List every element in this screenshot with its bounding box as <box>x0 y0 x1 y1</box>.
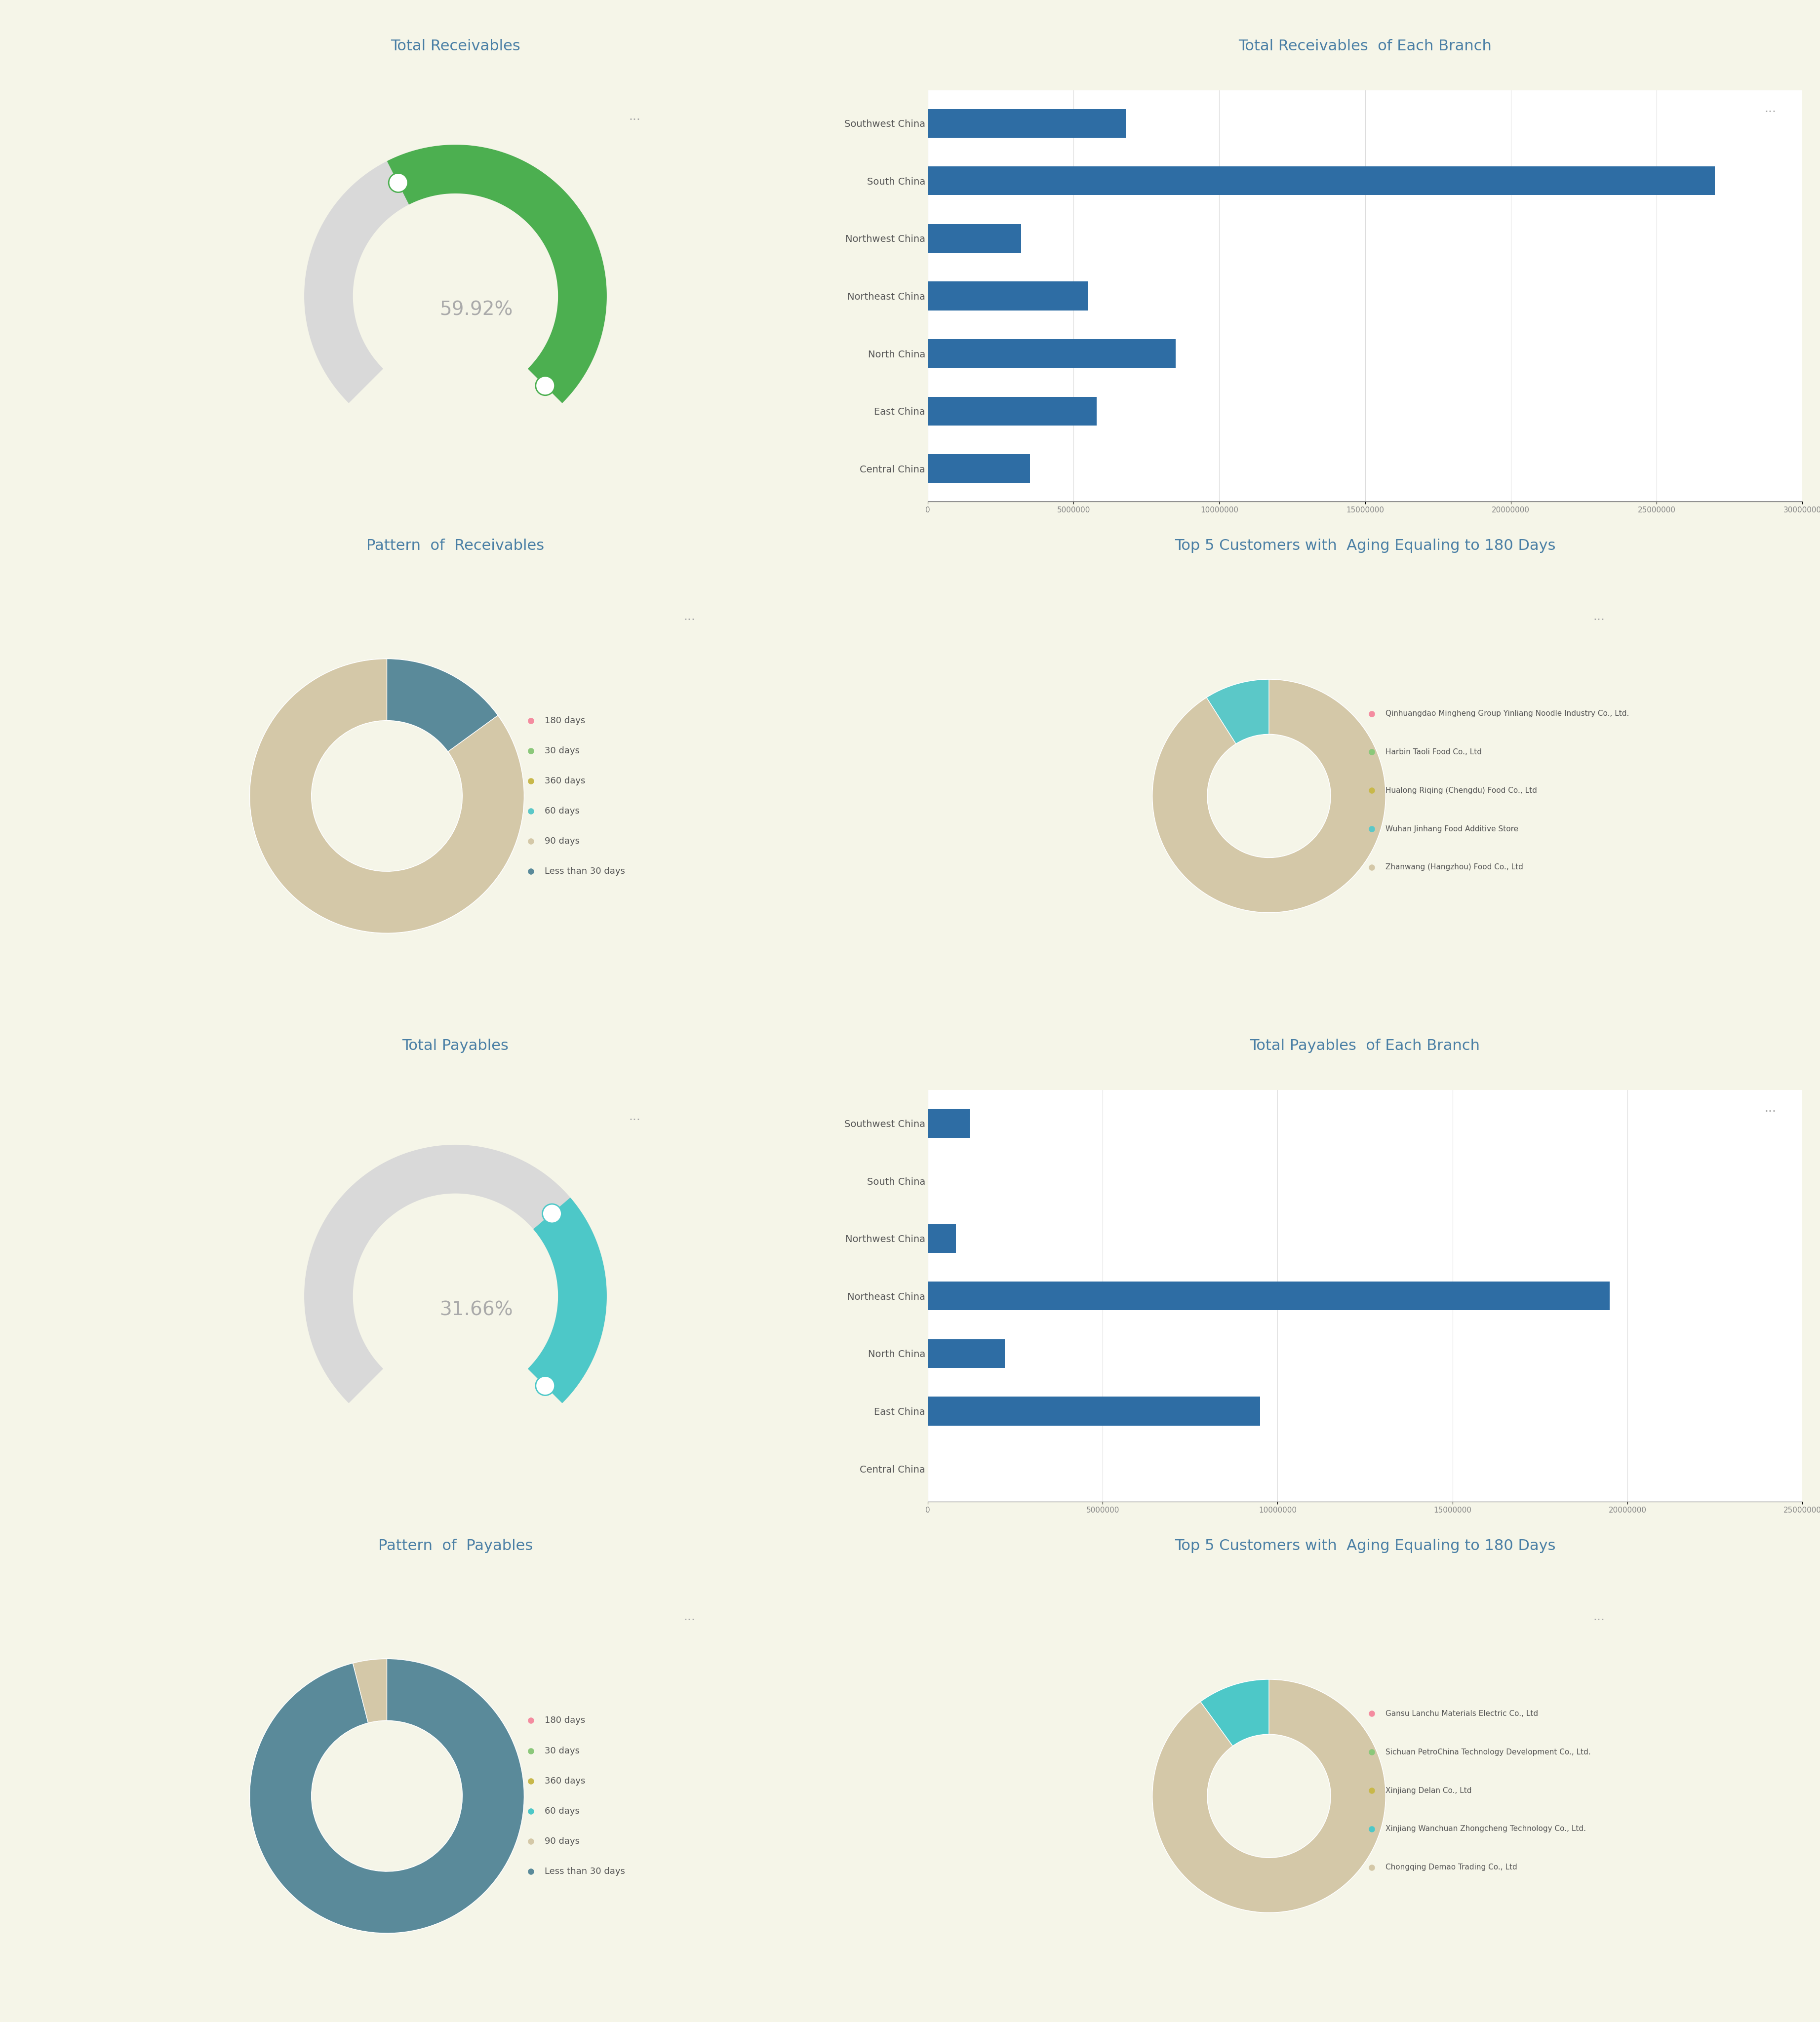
Polygon shape <box>528 1197 606 1403</box>
Bar <box>928 166 1714 196</box>
Polygon shape <box>304 146 606 402</box>
Wedge shape <box>249 1658 524 1933</box>
Text: 60 days: 60 days <box>544 1808 579 1816</box>
Text: 180 days: 180 days <box>544 1717 584 1725</box>
Text: 60 days: 60 days <box>544 807 579 815</box>
Bar <box>928 1397 1259 1426</box>
Wedge shape <box>1152 1680 1385 1913</box>
Bar <box>928 1282 1609 1310</box>
Polygon shape <box>388 146 606 402</box>
Text: 360 days: 360 days <box>544 1777 586 1785</box>
Bar <box>928 455 1030 483</box>
Text: 90 days: 90 days <box>544 837 579 845</box>
Text: Pattern  of  Payables: Pattern of Payables <box>379 1539 533 1553</box>
Text: ...: ... <box>1592 1612 1605 1624</box>
Text: Zhanwang (Hangzhou) Food Co., Ltd: Zhanwang (Hangzhou) Food Co., Ltd <box>1385 863 1523 871</box>
Text: Less than 30 days: Less than 30 days <box>544 867 624 876</box>
Bar <box>928 1223 956 1254</box>
Text: ...: ... <box>628 111 641 123</box>
Wedge shape <box>1152 679 1385 882</box>
Circle shape <box>389 174 408 192</box>
Bar <box>928 396 1096 425</box>
Text: ...: ... <box>684 611 695 623</box>
Text: 31.66%: 31.66% <box>439 1300 513 1318</box>
Text: Xinjiang Delan Co., Ltd: Xinjiang Delan Co., Ltd <box>1385 1787 1471 1794</box>
Wedge shape <box>1159 679 1385 912</box>
Circle shape <box>542 1203 561 1223</box>
Text: 360 days: 360 days <box>544 776 586 785</box>
Text: ...: ... <box>684 1612 695 1624</box>
Text: Xinjiang Wanchuan Zhongcheng Technology Co., Ltd.: Xinjiang Wanchuan Zhongcheng Technology … <box>1385 1826 1585 1832</box>
Wedge shape <box>1152 1680 1385 1913</box>
Wedge shape <box>1152 679 1385 912</box>
Wedge shape <box>249 1658 524 1933</box>
Wedge shape <box>1152 1680 1380 1913</box>
Text: Less than 30 days: Less than 30 days <box>544 1866 624 1876</box>
Text: Total Receivables: Total Receivables <box>391 38 521 53</box>
Text: Pattern  of  Receivables: Pattern of Receivables <box>366 538 544 554</box>
Polygon shape <box>304 1144 606 1403</box>
Wedge shape <box>249 659 524 932</box>
Text: ...: ... <box>1764 1102 1776 1114</box>
Text: Qinhuangdao Mingheng Group Yinliang Noodle Industry Co., Ltd.: Qinhuangdao Mingheng Group Yinliang Nood… <box>1385 710 1629 718</box>
Wedge shape <box>1152 1680 1385 1913</box>
Circle shape <box>535 1377 555 1395</box>
Bar <box>928 109 1125 137</box>
Wedge shape <box>249 1658 524 1933</box>
Wedge shape <box>1152 679 1385 912</box>
Text: Chongqing Demao Trading Co., Ltd: Chongqing Demao Trading Co., Ltd <box>1385 1864 1516 1870</box>
Text: 90 days: 90 days <box>544 1836 579 1846</box>
Text: Total Payables: Total Payables <box>402 1039 508 1053</box>
Text: ...: ... <box>1592 611 1605 623</box>
Text: Total Payables  of Each Branch: Total Payables of Each Branch <box>1250 1039 1480 1053</box>
Bar <box>928 281 1088 309</box>
Text: Top 5 Customers with  Aging Equaling to 180 Days: Top 5 Customers with Aging Equaling to 1… <box>1174 1539 1554 1553</box>
Wedge shape <box>320 1658 524 1791</box>
Text: Total Receivables  of Each Branch: Total Receivables of Each Branch <box>1238 38 1491 53</box>
Wedge shape <box>1152 679 1349 912</box>
Text: Top 5 Customers with  Aging Equaling to 180 Days: Top 5 Customers with Aging Equaling to 1… <box>1174 538 1554 554</box>
Text: ...: ... <box>628 1110 641 1122</box>
Wedge shape <box>1152 1680 1385 1907</box>
Bar <box>928 1339 1005 1369</box>
Wedge shape <box>388 659 497 752</box>
Text: Sichuan PetroChina Technology Development Co., Ltd.: Sichuan PetroChina Technology Developmen… <box>1385 1749 1591 1755</box>
Text: 30 days: 30 days <box>544 746 579 754</box>
Text: Gansu Lanchu Materials Electric Co., Ltd: Gansu Lanchu Materials Electric Co., Ltd <box>1385 1711 1538 1717</box>
Text: Harbin Taoli Food Co., Ltd: Harbin Taoli Food Co., Ltd <box>1385 748 1481 756</box>
Bar <box>928 1108 970 1138</box>
Wedge shape <box>249 659 524 932</box>
Wedge shape <box>249 1658 524 1933</box>
Text: Hualong Riqing (Chengdu) Food Co., Ltd: Hualong Riqing (Chengdu) Food Co., Ltd <box>1385 787 1536 795</box>
Wedge shape <box>249 659 524 932</box>
Text: ...: ... <box>1764 103 1776 115</box>
Wedge shape <box>249 659 524 932</box>
Text: 180 days: 180 days <box>544 716 584 726</box>
Bar <box>928 224 1021 253</box>
Text: 30 days: 30 days <box>544 1747 579 1755</box>
Wedge shape <box>249 659 524 932</box>
Bar <box>928 340 1176 368</box>
Wedge shape <box>249 1658 524 1933</box>
Circle shape <box>535 376 555 394</box>
Text: Wuhan Jinhang Food Additive Store: Wuhan Jinhang Food Additive Store <box>1385 825 1518 833</box>
Text: 59.92%: 59.92% <box>439 301 513 319</box>
